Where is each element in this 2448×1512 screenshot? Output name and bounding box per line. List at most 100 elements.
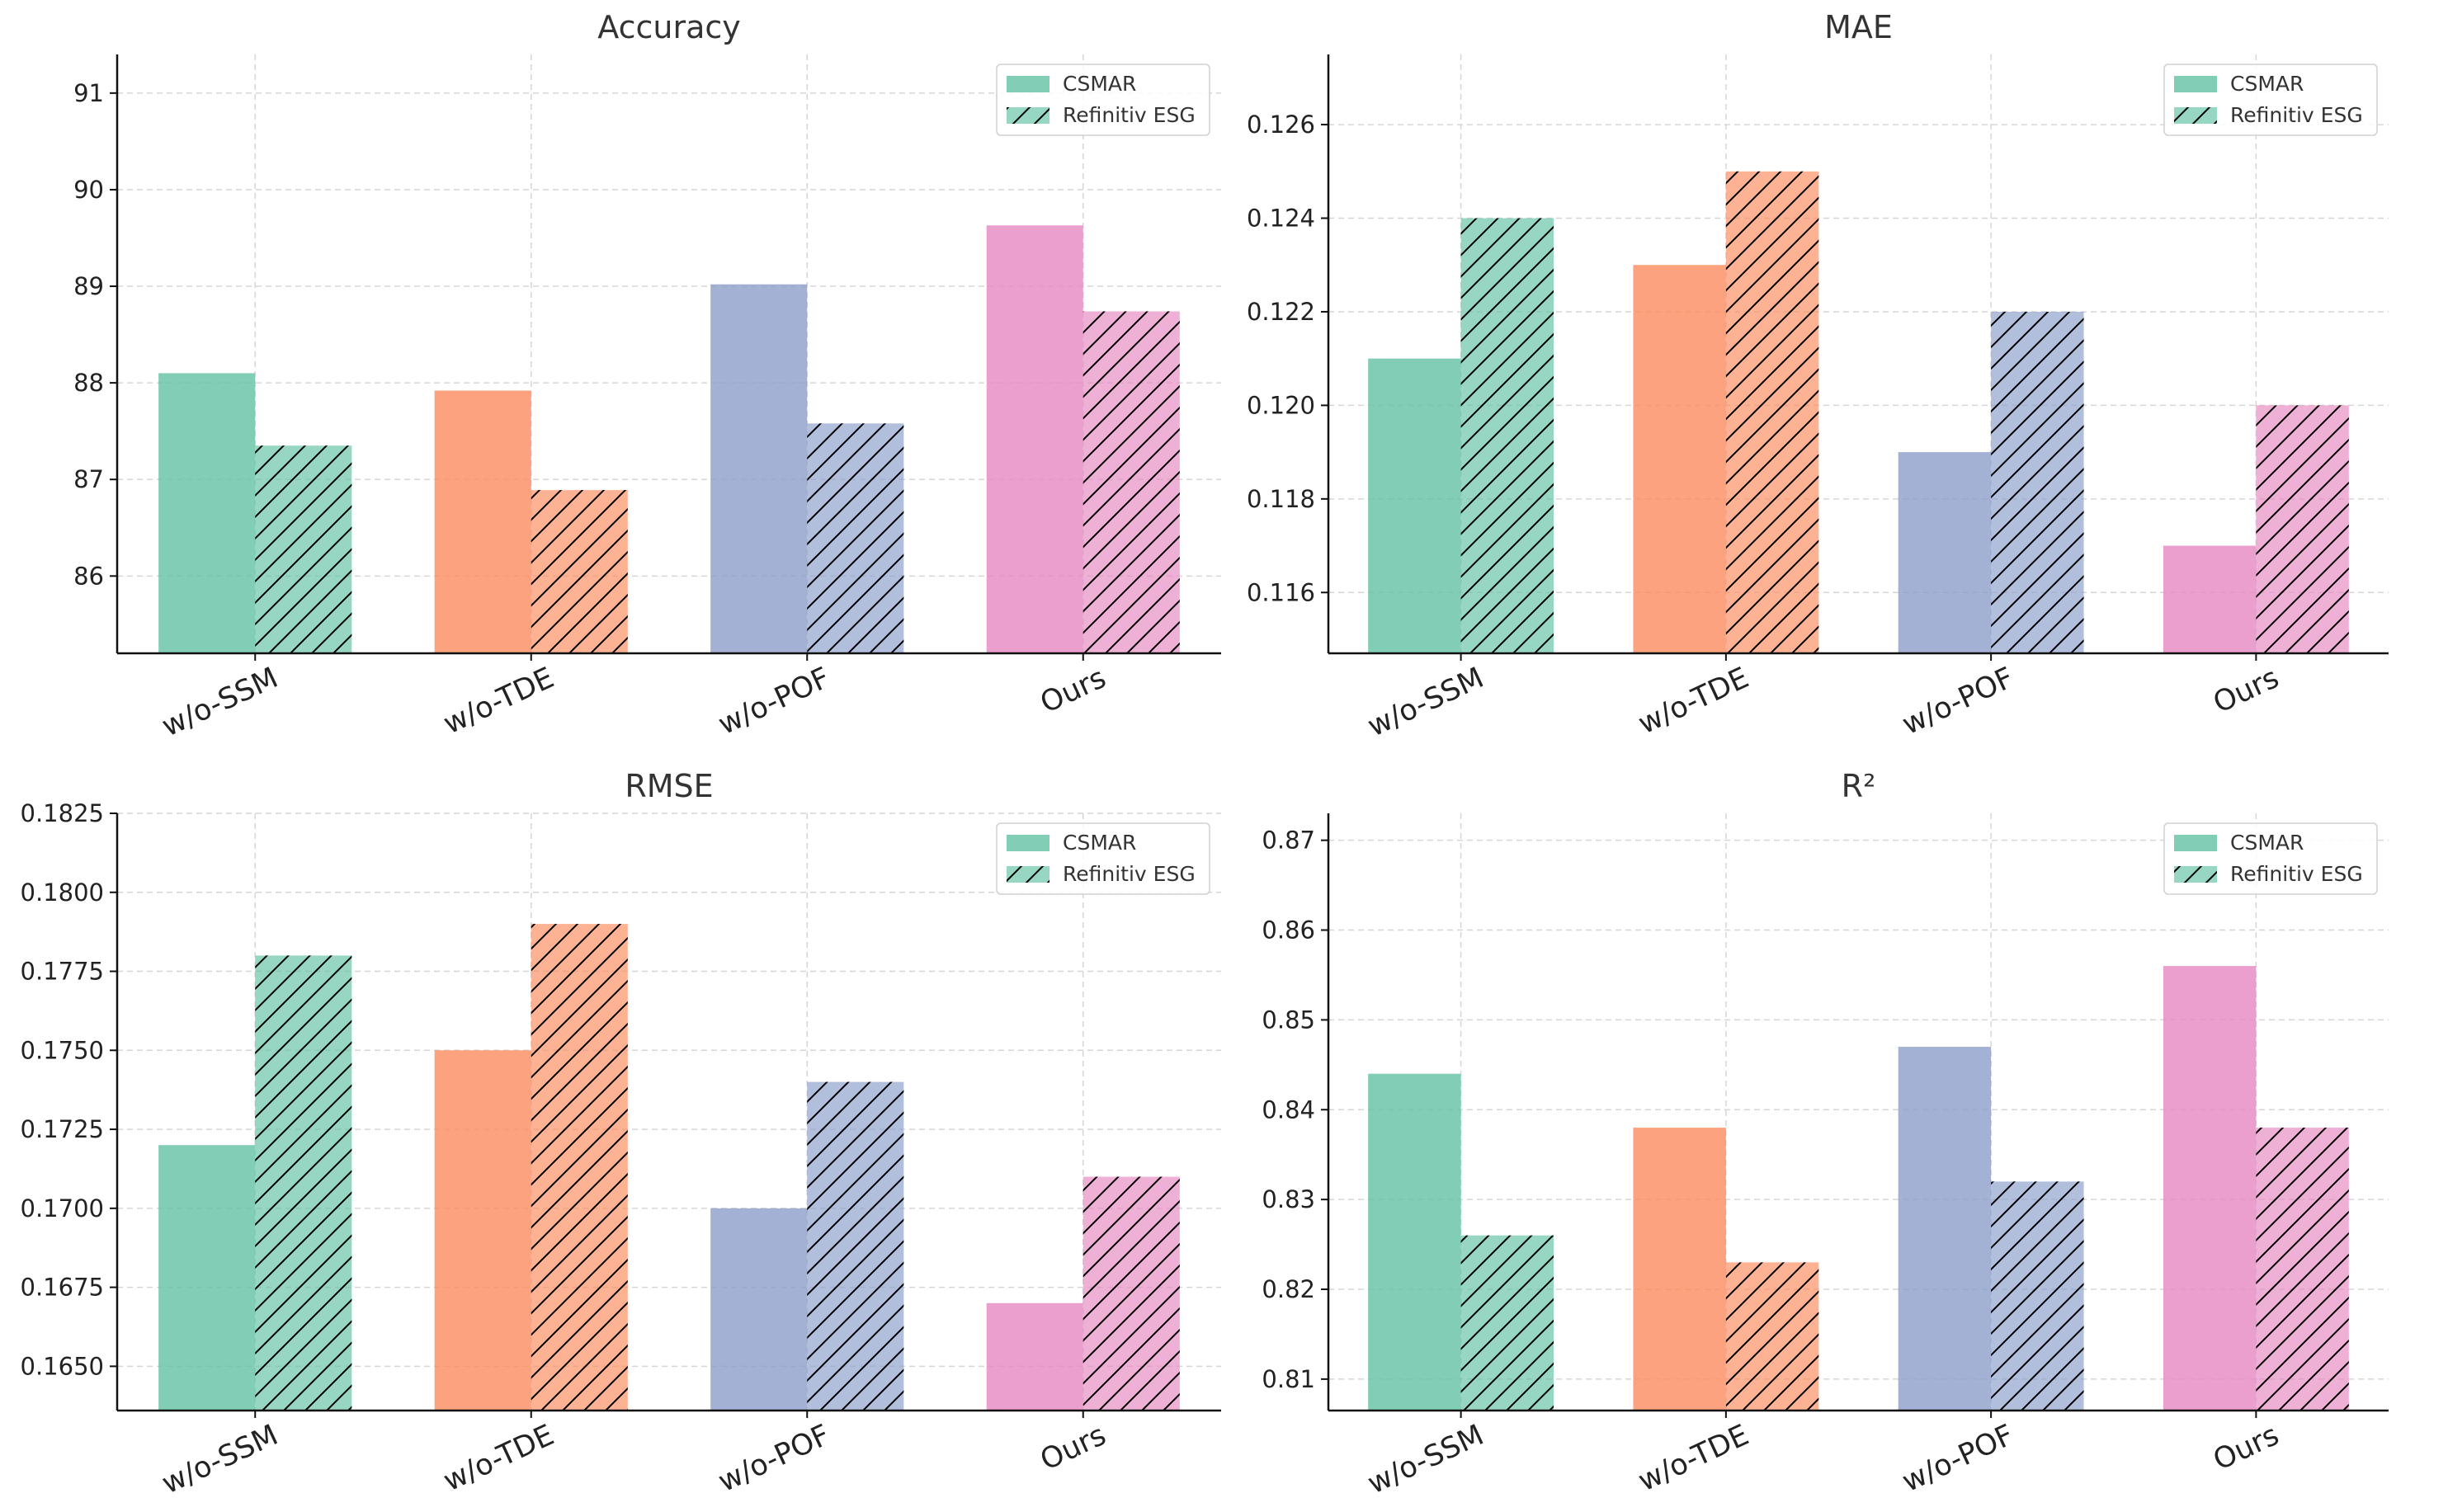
bar-w-o-pof-csmar	[1898, 1047, 1992, 1411]
y-tick-label: 0.118	[1247, 485, 1315, 513]
x-tick-label: Ours	[2209, 1419, 2285, 1477]
bar-hatch-w-o-ssm	[255, 955, 352, 1411]
chart-title: MAE	[1824, 9, 1893, 45]
x-tick-label: w/o-TDE	[439, 662, 559, 741]
chart-title: RMSE	[625, 768, 713, 804]
legend: CSMAR Refinitiv ESG	[2163, 822, 2378, 895]
y-tick-label: 91	[73, 79, 104, 107]
panel-r: 0.81 0.82 0.83 0.84 0.85 0.86 0.87 w/o-SSM w/o-T…	[1262, 768, 2389, 1500]
legend-swatch-csmar	[1007, 835, 1049, 851]
y-tick-label: 0.1800	[21, 878, 104, 907]
bar-ours-csmar	[2163, 545, 2257, 653]
y-tick-label: 0.126	[1247, 111, 1315, 139]
y-tick-label: 90	[73, 176, 104, 204]
y-tick-label: 0.1775	[21, 958, 104, 986]
y-tick-label: 88	[73, 369, 104, 397]
y-tick-label: 0.86	[1262, 916, 1315, 944]
bar-ours-csmar	[986, 1302, 1083, 1411]
y-tick-label: 0.124	[1247, 205, 1315, 233]
y-tick-label: 86	[73, 562, 104, 590]
y-tick-label: 0.1700	[21, 1194, 104, 1222]
legend-swatch-csmar	[2174, 835, 2217, 851]
x-tick-label: w/o-SSM	[1363, 1419, 1489, 1501]
bar-hatch-ours	[1082, 1176, 1180, 1411]
y-tick-label: 0.1725	[21, 1115, 104, 1143]
x-tick-label: w/o-TDE	[1634, 1419, 1754, 1498]
y-tick-label: 0.122	[1247, 298, 1315, 326]
legend-swatch-hatch	[1007, 866, 1049, 883]
bar-hatch-ours	[2256, 405, 2349, 653]
y-tick-label: 0.1675	[21, 1274, 104, 1302]
x-tick-label: Ours	[1035, 1419, 1111, 1477]
x-tick-label: w/o-POF	[1898, 1419, 2019, 1499]
y-tick-label: 0.83	[1262, 1185, 1315, 1213]
x-tick-label: w/o-POF	[1898, 662, 2019, 742]
legend-label-refinitiv-esg: Refinitiv ESG	[1063, 862, 1196, 886]
bar-hatch-w-o-ssm	[255, 445, 352, 653]
y-tick-label: 0.1650	[21, 1352, 104, 1380]
legend-swatch-csmar	[1007, 76, 1049, 92]
x-tick-label: w/o-SSM	[1363, 662, 1489, 744]
x-tick-label: Ours	[2209, 662, 2285, 720]
y-tick-label: 0.1825	[21, 799, 104, 827]
legend-swatch-hatch	[2174, 107, 2217, 124]
panel-rmse: 0.1650 0.1675 0.1700 0.1725 0.1750 0.1775 0.18…	[21, 768, 1221, 1500]
legend: CSMAR Refinitiv ESG	[996, 64, 1210, 136]
legend-label-refinitiv-esg: Refinitiv ESG	[1063, 103, 1196, 127]
bar-hatch-w-o-pof	[807, 1081, 904, 1411]
legend-frame	[2163, 822, 2378, 895]
bar-hatch-w-o-tde	[531, 924, 628, 1411]
x-tick-label: Ours	[1035, 662, 1111, 720]
legend: CSMAR Refinitiv ESG	[996, 822, 1210, 895]
legend-frame	[996, 822, 1210, 895]
bar-hatch-w-o-pof	[1991, 1181, 2084, 1411]
legend: CSMAR Refinitiv ESG	[2163, 64, 2378, 136]
bar-hatch-w-o-tde	[531, 490, 628, 653]
y-tick-label: 0.87	[1262, 827, 1315, 855]
y-tick-label: 0.120	[1247, 391, 1315, 419]
bar-w-o-pof-csmar	[1898, 452, 1992, 653]
y-tick-label: 0.81	[1262, 1365, 1315, 1393]
bar-hatch-w-o-ssm	[1460, 218, 1554, 653]
y-tick-label: 87	[73, 465, 104, 493]
legend-swatch-csmar	[2174, 76, 2217, 92]
legend-label-csmar: CSMAR	[1063, 831, 1136, 855]
y-tick-label: 0.82	[1262, 1275, 1315, 1303]
bar-hatch-ours	[2256, 1128, 2349, 1411]
x-tick-label: w/o-POF	[714, 662, 835, 742]
chart-title: Accuracy	[597, 9, 741, 45]
y-tick-label: 0.116	[1247, 578, 1315, 606]
bar-ours-csmar	[986, 225, 1083, 653]
bar-hatch-ours	[1082, 311, 1180, 653]
bar-hatch-w-o-pof	[807, 423, 904, 653]
legend-label-refinitiv-esg: Refinitiv ESG	[2230, 862, 2363, 886]
bar-w-o-tde-csmar	[1633, 1128, 1726, 1411]
bar-w-o-tde-csmar	[434, 390, 531, 653]
chart-title: R²	[1842, 768, 1876, 804]
bar-w-o-ssm-csmar	[1368, 1073, 1461, 1411]
bar-hatch-w-o-ssm	[1460, 1235, 1554, 1411]
legend-label-csmar: CSMAR	[2230, 831, 2304, 855]
x-tick-label: w/o-SSM	[157, 662, 283, 744]
bar-w-o-pof-csmar	[710, 284, 808, 653]
bar-w-o-tde-csmar	[434, 1050, 531, 1411]
y-tick-label: 0.85	[1262, 1006, 1315, 1034]
bar-hatch-w-o-tde	[1725, 171, 1819, 653]
bar-hatch-w-o-tde	[1725, 1262, 1819, 1411]
legend-label-refinitiv-esg: Refinitiv ESG	[2230, 103, 2363, 127]
y-tick-label: 0.1750	[21, 1036, 104, 1064]
legend-frame	[996, 64, 1210, 136]
legend-label-csmar: CSMAR	[2230, 72, 2304, 96]
bar-w-o-ssm-csmar	[158, 373, 256, 653]
legend-swatch-hatch	[1007, 107, 1049, 124]
x-tick-label: w/o-TDE	[1634, 662, 1754, 741]
bar-w-o-ssm-csmar	[158, 1145, 256, 1411]
legend-swatch-hatch	[2174, 866, 2217, 883]
panel-accuracy: 86 87 88 89 90 91 w/o-SSM w/o-TDE w/o-POF Ours Acc…	[73, 9, 1221, 743]
y-tick-label: 0.84	[1262, 1095, 1315, 1123]
x-tick-label: w/o-SSM	[157, 1419, 283, 1501]
legend-label-csmar: CSMAR	[1063, 72, 1136, 96]
panel-mae: 0.116 0.118 0.120 0.122 0.124 0.126 w/o-SSM w/o…	[1247, 9, 2389, 743]
x-tick-label: w/o-POF	[714, 1419, 835, 1499]
